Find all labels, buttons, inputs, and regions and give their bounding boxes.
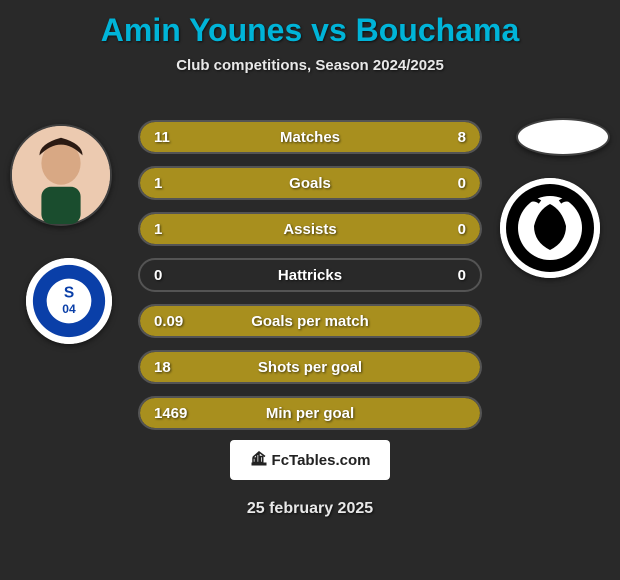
stat-right-value: 0 bbox=[458, 267, 466, 284]
stat-left-value: 0.09 bbox=[154, 313, 183, 330]
stat-row-shots-per-goal: 18 Shots per goal bbox=[138, 350, 482, 384]
svg-text:S: S bbox=[64, 285, 74, 302]
stat-label: Assists bbox=[283, 221, 336, 238]
stat-label: Shots per goal bbox=[258, 359, 362, 376]
club2-badge bbox=[500, 178, 600, 278]
stat-left-value: 11 bbox=[154, 129, 170, 146]
player2-photo-placeholder bbox=[516, 118, 610, 156]
stat-right-value: 0 bbox=[458, 221, 466, 238]
date-line: 25 february 2025 bbox=[0, 500, 620, 518]
brand-badge[interactable]: FcTables.com bbox=[230, 440, 390, 480]
chart-icon bbox=[250, 449, 268, 471]
stat-row-assists: 1 Assists 0 bbox=[138, 212, 482, 246]
stat-left-value: 1 bbox=[154, 221, 162, 238]
club1-badge: S 04 bbox=[26, 258, 112, 344]
stat-label: Hattricks bbox=[278, 267, 342, 284]
stat-label: Goals bbox=[289, 175, 331, 192]
stat-left-value: 1 bbox=[154, 175, 162, 192]
page-title: Amin Younes vs Bouchama bbox=[0, 0, 620, 49]
stat-row-matches: 11 Matches 8 bbox=[138, 120, 482, 154]
stat-row-min-per-goal: 1469 Min per goal bbox=[138, 396, 482, 430]
stat-row-hattricks: 0 Hattricks 0 bbox=[138, 258, 482, 292]
subtitle: Club competitions, Season 2024/2025 bbox=[0, 57, 620, 74]
stat-left-value: 18 bbox=[154, 359, 171, 376]
stat-label: Min per goal bbox=[266, 405, 354, 422]
stat-right-value: 8 bbox=[458, 129, 466, 146]
stat-row-goals-per-match: 0.09 Goals per match bbox=[138, 304, 482, 338]
stat-row-goals: 1 Goals 0 bbox=[138, 166, 482, 200]
stats-area: 11 Matches 8 1 Goals 0 1 Assists 0 0 Hat… bbox=[138, 120, 482, 442]
stat-left-value: 0 bbox=[154, 267, 162, 284]
stat-left-value: 1469 bbox=[154, 405, 187, 422]
player1-photo bbox=[10, 124, 112, 226]
stat-label: Goals per match bbox=[251, 313, 369, 330]
brand-label: FcTables.com bbox=[272, 452, 371, 469]
stat-right-value: 0 bbox=[458, 175, 466, 192]
stat-label: Matches bbox=[280, 129, 340, 146]
svg-text:04: 04 bbox=[62, 302, 76, 316]
